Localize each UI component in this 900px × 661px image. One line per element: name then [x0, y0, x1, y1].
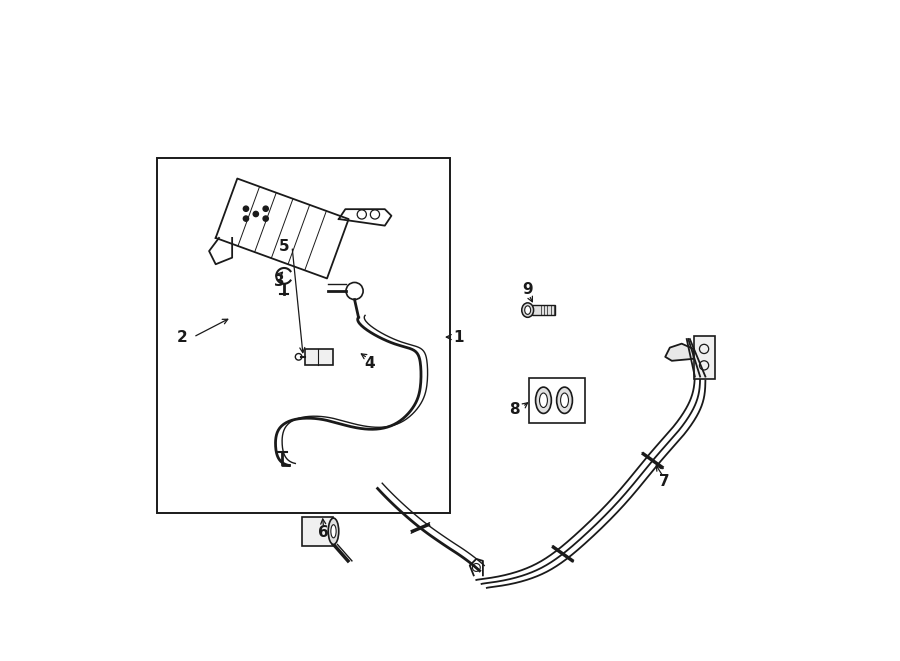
Polygon shape — [665, 344, 694, 361]
Bar — [529, 378, 585, 422]
Circle shape — [243, 206, 248, 212]
Text: 2: 2 — [176, 330, 187, 344]
Ellipse shape — [536, 387, 552, 413]
Text: 6: 6 — [319, 525, 329, 540]
Circle shape — [243, 216, 248, 221]
Text: 4: 4 — [364, 356, 375, 371]
Bar — [532, 305, 554, 315]
Text: 8: 8 — [509, 402, 520, 417]
Text: 1: 1 — [454, 330, 464, 344]
Circle shape — [253, 212, 258, 217]
Bar — [305, 349, 333, 365]
Bar — [302, 517, 334, 546]
Ellipse shape — [331, 525, 336, 538]
Ellipse shape — [556, 387, 572, 413]
Bar — [694, 336, 715, 379]
Ellipse shape — [525, 306, 531, 315]
Circle shape — [263, 216, 268, 221]
Text: 3: 3 — [274, 274, 284, 289]
Ellipse shape — [561, 393, 569, 408]
Text: 7: 7 — [660, 475, 670, 489]
Bar — [158, 158, 450, 514]
Text: 5: 5 — [279, 239, 290, 254]
Text: 9: 9 — [522, 282, 533, 297]
Ellipse shape — [522, 303, 534, 317]
Ellipse shape — [328, 518, 338, 545]
Circle shape — [263, 206, 268, 212]
Ellipse shape — [539, 393, 547, 408]
